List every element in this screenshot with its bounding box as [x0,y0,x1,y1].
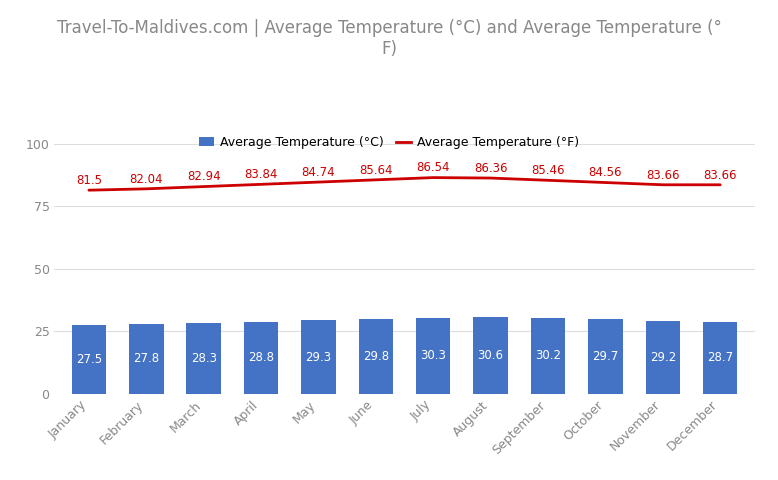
Bar [474,317,508,394]
Text: 85.64: 85.64 [359,164,393,177]
Text: 83.66: 83.66 [646,168,679,181]
Bar [359,319,393,394]
Text: 83.66: 83.66 [703,168,737,181]
Text: 28.3: 28.3 [191,352,217,365]
Text: 27.8: 27.8 [133,352,159,365]
Text: 81.5: 81.5 [76,174,102,187]
Text: 29.3: 29.3 [306,350,331,363]
Bar [72,325,106,394]
Text: 84.56: 84.56 [589,166,622,180]
Text: 29.8: 29.8 [363,350,389,363]
Text: 28.8: 28.8 [248,351,274,364]
Text: 29.2: 29.2 [650,351,676,364]
Text: 84.74: 84.74 [302,166,335,179]
Text: 30.3: 30.3 [420,349,447,362]
Text: 83.84: 83.84 [244,168,278,181]
Bar [301,321,335,394]
Text: 86.36: 86.36 [474,162,507,175]
Text: 86.54: 86.54 [416,161,450,174]
Text: 82.04: 82.04 [130,173,163,186]
Bar [129,324,163,394]
Bar [588,320,622,394]
Text: 30.6: 30.6 [478,349,503,362]
Text: Travel-To-Maldives.com | Average Temperature (°C) and Average Temperature (°
F): Travel-To-Maldives.com | Average Tempera… [57,19,721,58]
Text: 82.94: 82.94 [187,170,220,183]
Bar [416,318,450,394]
Text: 28.7: 28.7 [707,351,734,364]
Bar [531,318,566,394]
Bar [244,322,279,394]
Text: 27.5: 27.5 [75,353,102,366]
Legend: Average Temperature (°C), Average Temperature (°F): Average Temperature (°C), Average Temper… [194,131,584,154]
Bar [703,322,738,394]
Bar [646,321,680,394]
Text: 30.2: 30.2 [535,349,561,362]
Bar [187,323,221,394]
Text: 29.7: 29.7 [592,350,619,363]
Text: 85.46: 85.46 [531,164,565,177]
